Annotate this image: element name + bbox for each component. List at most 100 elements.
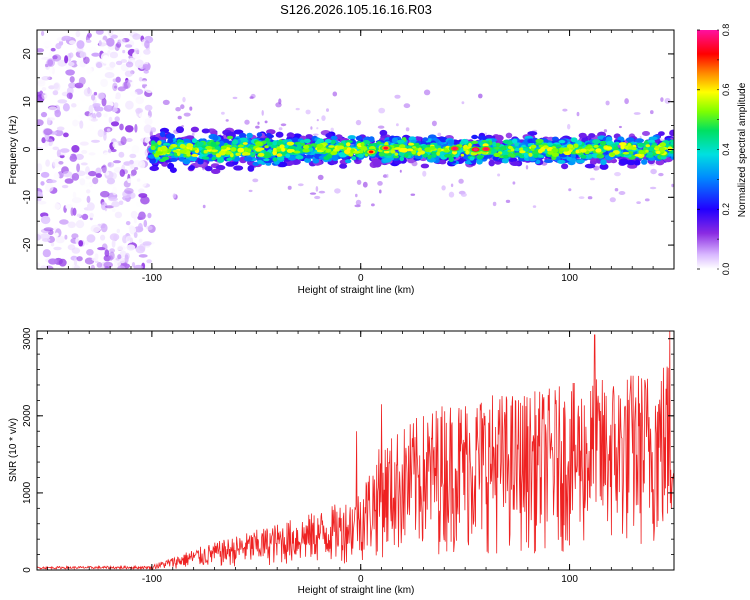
band-cell <box>538 144 544 148</box>
noise-cell <box>57 99 68 104</box>
noise-cell <box>79 120 84 129</box>
figure-title: S126.2026.105.16.16.R03 <box>280 2 432 17</box>
band-cell <box>600 159 607 166</box>
noise-cell <box>73 257 78 266</box>
noise-cell <box>89 217 93 221</box>
noise-cell <box>75 30 81 38</box>
band-cell <box>232 139 239 145</box>
noise-cell <box>102 152 112 161</box>
noise-cell <box>91 52 100 57</box>
band-cell <box>247 148 252 153</box>
band-cell <box>166 133 175 140</box>
scatter-cell <box>177 115 182 120</box>
noise-cell <box>90 264 96 269</box>
noise-cell <box>81 149 88 154</box>
scatter-cell <box>399 169 402 173</box>
scatter-cell <box>326 108 329 112</box>
band-cell <box>272 140 278 146</box>
band-cell <box>551 152 560 157</box>
scatter-cell <box>423 89 431 96</box>
noise-cell <box>37 196 42 202</box>
noise-cell <box>134 59 144 68</box>
noise-cell <box>41 137 46 144</box>
noise-cell <box>40 111 48 118</box>
scatter-cell <box>317 174 324 180</box>
scatter-cell <box>355 193 358 198</box>
band-cell <box>235 152 241 156</box>
noise-cell <box>108 197 118 202</box>
band-cell <box>211 168 221 174</box>
noise-cell <box>107 105 112 109</box>
band-cell <box>554 144 563 148</box>
band-cell <box>293 150 301 154</box>
band-cell <box>656 151 661 154</box>
noise-cell <box>144 85 155 94</box>
scatter-cell <box>172 193 177 199</box>
scatter-cell <box>182 96 186 103</box>
band-cell <box>246 132 253 139</box>
x-tick-label: -100 <box>142 273 162 284</box>
noise-cell <box>52 55 58 60</box>
band-cell <box>295 155 304 160</box>
noise-cell <box>52 158 62 168</box>
band-cell <box>512 138 518 144</box>
scatter-cell <box>377 181 383 186</box>
band-cell <box>167 138 174 143</box>
noise-cell <box>67 53 72 62</box>
noise-cell <box>125 138 133 142</box>
band-cell <box>570 153 576 159</box>
scatter-cell <box>525 165 529 170</box>
noise-cell <box>119 169 126 177</box>
noise-cell <box>143 49 151 55</box>
noise-cell <box>88 46 97 54</box>
noise-cell <box>86 32 92 38</box>
scatter-cell <box>180 104 185 110</box>
noise-cell <box>87 202 95 211</box>
band-cell <box>399 144 406 149</box>
noise-cell <box>107 50 111 55</box>
peak-core <box>368 150 374 154</box>
noise-cell <box>130 173 135 177</box>
band-cell <box>276 153 283 157</box>
band-cell <box>503 154 509 159</box>
scatter-cell <box>162 99 170 105</box>
scatter-cell <box>484 132 488 136</box>
noise-cell <box>103 255 111 262</box>
noise-cell <box>65 204 73 210</box>
noise-cell <box>90 118 98 122</box>
band-cell <box>589 148 595 151</box>
noise-cell <box>56 126 65 131</box>
noise-cell <box>111 207 116 213</box>
scatter-cell <box>255 125 260 129</box>
band-cell <box>634 153 643 157</box>
scatter-cell <box>497 173 501 177</box>
band-cell <box>494 152 501 157</box>
scatter-cell <box>248 189 253 193</box>
band-cell <box>563 150 570 154</box>
band-cell <box>286 141 295 146</box>
scatter-cell <box>396 123 399 127</box>
noise-cell <box>78 240 84 247</box>
noise-cell <box>101 201 107 211</box>
band-cell <box>647 139 656 143</box>
scatter-cell <box>650 168 657 175</box>
scatter-cell <box>225 119 229 122</box>
noise-cell <box>79 178 86 186</box>
noise-cell <box>135 107 144 114</box>
band-cell <box>670 155 674 160</box>
noise-cell <box>59 219 69 225</box>
noise-cell <box>68 40 76 45</box>
noise-cell <box>71 173 80 181</box>
band-cell <box>634 159 641 166</box>
noise-cell <box>48 85 55 90</box>
noise-cell <box>147 212 152 219</box>
noise-cell <box>97 92 105 100</box>
scatter-cell <box>287 185 292 190</box>
band-cell <box>355 135 363 141</box>
scatter-cell <box>671 183 674 188</box>
band-cell <box>297 143 302 149</box>
scatter-cell <box>441 185 446 191</box>
noise-cell <box>111 239 116 248</box>
noise-cell <box>40 215 51 225</box>
